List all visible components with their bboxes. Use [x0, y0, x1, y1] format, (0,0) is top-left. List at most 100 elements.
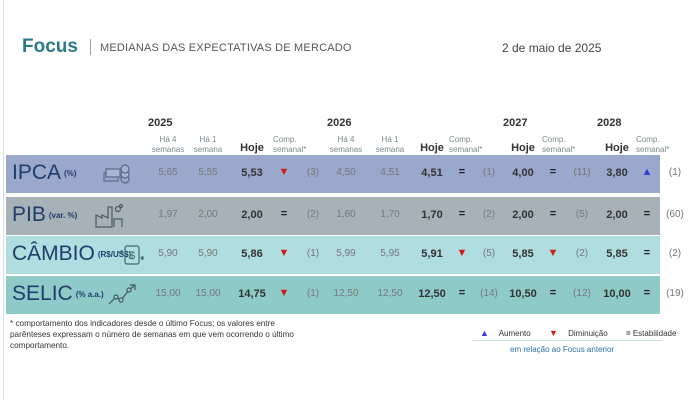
down-arrow-icon: ▼ — [456, 247, 468, 259]
value-hoje-y2027: 2,00 — [512, 209, 534, 221]
value-ha1-y2025: 15,00 — [195, 288, 221, 299]
money-stack-icon — [102, 161, 132, 187]
value-hoje-y2025: 2,00 — [241, 209, 263, 221]
col-hoje-y2027: Hoje — [511, 142, 535, 154]
col-comp-y2025: Comp. semanal* — [273, 135, 307, 154]
year-2028: 2028 — [597, 117, 622, 129]
value-weeks-y2027: (11) — [573, 167, 591, 178]
legend-eq-label: Estabilidade — [632, 329, 677, 338]
value-hoje-y2026: 4,51 — [421, 167, 443, 179]
value-hoje-y2025: 14,75 — [238, 288, 266, 300]
value-hoje-y2027: 10,50 — [509, 288, 537, 300]
value-weeks-y2028: (2) — [668, 248, 682, 259]
indicator-label: CÂMBIO (R$/US$) — [12, 242, 131, 266]
value-weeks-y2026: (2) — [482, 209, 496, 220]
equal-icon: = — [549, 166, 557, 178]
value-ha4-y2026: 5,99 — [336, 248, 356, 259]
up-arrow-icon: ▲ — [480, 328, 489, 338]
page-subtitle: MEDIANAS DAS EXPECTATIVAS DE MERCADO — [100, 42, 352, 54]
equal-icon: = — [643, 287, 651, 299]
indicator-row-pib: PIB (var. %) 1,97 2,00 2,00 = (2) 1,60 1,70 1,70 =… — [6, 197, 684, 235]
value-weeks-y2028: (1) — [668, 167, 682, 178]
down-arrow-icon: ▼ — [278, 247, 290, 259]
down-arrow-icon: ▼ — [278, 166, 290, 178]
value-hoje-y2028: 3,80 — [606, 167, 628, 179]
indicator-unit: (R$/US$) — [97, 249, 132, 259]
year-2027: 2027 — [503, 117, 528, 129]
indicator-label: SELIC (% a.a.) — [12, 282, 104, 306]
factory-icon — [94, 203, 124, 229]
value-weeks-y2027: (2) — [575, 248, 589, 259]
col-comp-y2026: Comp. semanal* — [449, 135, 483, 154]
equal-icon: = — [458, 166, 466, 178]
rising-chart-icon — [107, 282, 137, 308]
indicator-unit: (% a.a.) — [75, 289, 104, 299]
value-weeks-y2026: (14) — [480, 288, 498, 299]
indicator-row-ipca: IPCA (%) 5,65 5,55 5,53 ▼ (3) 4,50 4,51 4,51 = (1) 4… — [6, 155, 681, 193]
indicator-row-câmbio: CÂMBIO (R$/US$) $5,90 5,90 5,86 ▼ (1) 5,99 5,95 5… — [6, 236, 681, 274]
year-2026: 2026 — [327, 117, 352, 129]
legend-up-label: Aumento — [498, 329, 531, 338]
legend-divider — [472, 340, 662, 341]
indicator-unit: (%) — [64, 168, 77, 178]
value-weeks-y2025: (3) — [306, 167, 320, 178]
col-ha4-y2026: Há 4 semanas — [329, 135, 363, 154]
value-ha1-y2026: 4,51 — [380, 167, 400, 178]
value-hoje-y2026: 12,50 — [418, 288, 446, 300]
value-weeks-y2028: (19) — [666, 288, 684, 299]
value-hoje-y2025: 5,53 — [241, 167, 263, 179]
legend: ▲ Aumento ▼ Diminuição = Estabilidade — [480, 328, 692, 338]
value-ha1-y2025: 5,90 — [198, 248, 218, 259]
indicator-unit: (var. %) — [48, 210, 78, 220]
value-weeks-y2027: (5) — [575, 209, 589, 220]
down-arrow-icon: ▼ — [547, 247, 559, 259]
legend-note: em relação ao Focus anterior — [510, 345, 615, 354]
equal-icon: = — [643, 247, 651, 259]
value-ha4-y2026: 12,50 — [333, 288, 359, 299]
col-hoje-y2025: Hoje — [240, 142, 264, 154]
year-2025: 2025 — [148, 117, 173, 129]
value-hoje-y2028: 2,00 — [606, 209, 628, 221]
indicator-name: PIB — [12, 203, 46, 226]
down-arrow-icon: ▼ — [278, 287, 290, 299]
col-ha1-y2026: Há 1 semana — [375, 135, 405, 154]
report-date: 2 de maio de 2025 — [502, 41, 602, 55]
equal-icon: = — [458, 287, 466, 299]
value-weeks-y2025: (1) — [306, 288, 320, 299]
value-ha4-y2026: 4,50 — [336, 167, 356, 178]
col-comp-y2027: Comp. semanal* — [542, 135, 576, 154]
equal-icon: = — [549, 287, 557, 299]
equal-icon: = — [458, 208, 466, 220]
equal-icon: = — [280, 208, 288, 220]
value-hoje-y2026: 5,91 — [421, 248, 443, 260]
col-hoje-y2028: Hoje — [605, 142, 629, 154]
dollar-exchange-icon: $ — [116, 242, 146, 268]
indicator-row-selic: SELIC (% a.a.) 15,00 15,00 14,75 ▼ (1) 12,50 12,… — [6, 276, 684, 314]
value-ha4-y2026: 1,60 — [336, 209, 356, 220]
indicator-name: CÂMBIO — [12, 242, 95, 265]
value-weeks-y2026: (1) — [482, 167, 496, 178]
indicator-label: PIB (var. %) — [12, 203, 77, 227]
indicator-name: SELIC — [12, 282, 73, 305]
value-weeks-y2026: (5) — [482, 248, 496, 259]
col-ha1-y2025: Há 1 semana — [193, 135, 223, 154]
value-weeks-y2027: (12) — [573, 288, 591, 299]
col-ha4-y2025: Há 4 semanas — [151, 135, 185, 154]
value-hoje-y2025: 5,86 — [241, 248, 263, 260]
legend-down-label: Diminuição — [568, 329, 608, 338]
title-divider — [90, 39, 91, 55]
up-arrow-icon: ▲ — [641, 166, 653, 178]
value-ha4-y2025: 5,65 — [158, 167, 178, 178]
svg-text:$: $ — [129, 250, 135, 262]
value-hoje-y2026: 1,70 — [421, 209, 443, 221]
value-hoje-y2027: 4,00 — [512, 167, 534, 179]
value-ha4-y2025: 15,00 — [155, 288, 181, 299]
page-title: Focus — [22, 36, 78, 57]
equal-icon: = — [643, 208, 651, 220]
value-weeks-y2025: (1) — [306, 248, 320, 259]
left-border — [3, 0, 4, 400]
value-ha1-y2026: 1,70 — [380, 209, 400, 220]
value-hoje-y2028: 10,00 — [603, 288, 631, 300]
value-ha4-y2025: 1,97 — [158, 209, 178, 220]
